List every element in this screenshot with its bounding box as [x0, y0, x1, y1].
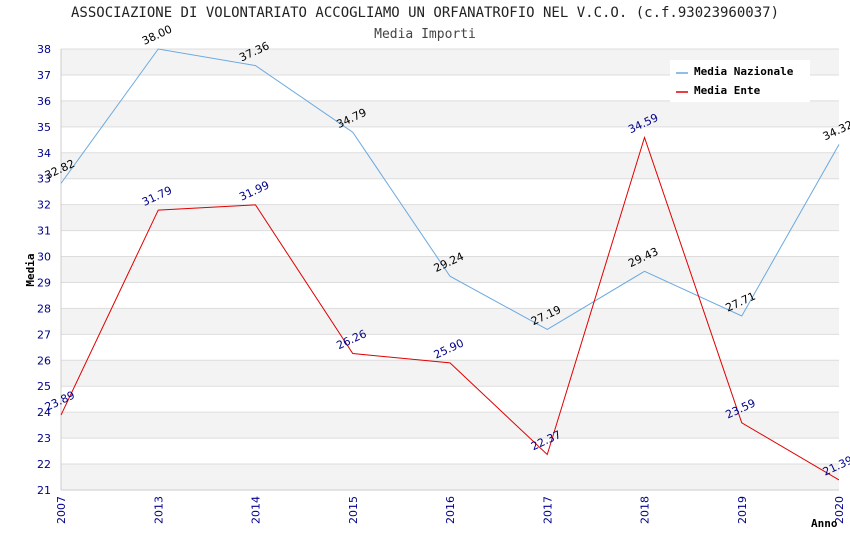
y-tick-label: 21: [37, 484, 51, 497]
x-tick-label: 2017: [541, 496, 554, 524]
y-tick-label: 27: [37, 328, 51, 341]
x-tick-label: 2014: [250, 496, 263, 524]
x-tick-label: 2018: [639, 496, 652, 524]
x-tick-labels: 2007 2013 2014 2015 2016 2017 2018 2019 2020: [55, 496, 846, 524]
y-tick-label: 23: [37, 432, 51, 445]
y-tick-label: 25: [37, 380, 51, 393]
y-tick-label: 33: [37, 173, 51, 186]
grid-bands: [61, 49, 839, 490]
x-tick-label: 2007: [55, 496, 68, 524]
chart-subtitle: Media Importi: [374, 27, 476, 42]
data-label-media-ente: 31.99: [237, 179, 271, 204]
y-tick-label: 30: [37, 251, 51, 264]
series-line-media-nazionale: [60, 48, 840, 330]
chart-title: ASSOCIAZIONE DI VOLONTARIATO ACCOGLIAMO …: [70, 5, 779, 21]
y-axis-label: Media: [24, 253, 37, 286]
y-tick-labels: 21 22 23 24 25 26 27 28 29 30 31 32 33 34 35 36 37 38: [37, 43, 51, 497]
x-tick-label: 2013: [152, 496, 165, 524]
y-tick-label: 32: [37, 199, 51, 212]
y-tick-label: 22: [37, 458, 51, 471]
x-tick-label: 2020: [833, 496, 846, 524]
y-tick-label: 29: [37, 276, 51, 289]
grid-band: [61, 360, 839, 387]
x-tick-label: 2015: [347, 496, 360, 524]
y-tick-label: 37: [37, 69, 51, 82]
axes: [60, 49, 839, 491]
legend-label-media-nazionale: Media Nazionale: [694, 65, 794, 78]
x-tick-label: 2016: [444, 496, 457, 524]
y-tick-label: 38: [37, 43, 51, 56]
grid-band: [61, 464, 839, 490]
series-lines: [60, 48, 840, 481]
data-label-media-nazionale: 38.00: [140, 23, 174, 48]
data-label-media-ente: 25.90: [432, 337, 466, 362]
grid-band: [61, 256, 839, 283]
legend-box: [670, 60, 810, 102]
grid-band: [61, 308, 839, 335]
x-axis-label: Anno: [811, 517, 838, 530]
legend: Media Nazionale Media Ente: [670, 60, 810, 102]
x-tick-label: 2019: [736, 496, 749, 524]
y-tick-label: 26: [37, 354, 51, 367]
grid-band: [61, 412, 839, 439]
grid-band: [61, 100, 839, 127]
legend-label-media-ente: Media Ente: [694, 84, 761, 97]
y-tick-label: 28: [37, 302, 51, 315]
y-tick-label: 34: [37, 147, 51, 160]
series-line-media-ente: [60, 135, 840, 481]
y-tick-label: 36: [37, 95, 51, 108]
grid-band: [61, 152, 839, 179]
grid-band: [61, 204, 839, 231]
y-tick-label: 35: [37, 121, 51, 134]
y-tick-label: 24: [37, 406, 51, 419]
y-tick-label: 31: [37, 225, 51, 238]
